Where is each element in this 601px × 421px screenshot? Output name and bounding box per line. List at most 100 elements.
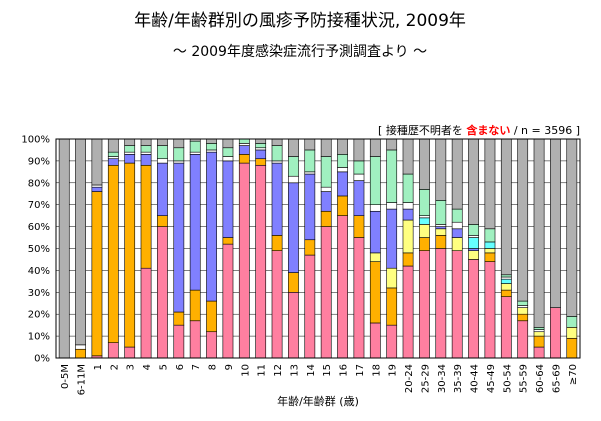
bar-segment (402, 208, 414, 221)
chart-subtitle: ～ 2009年度感染症流行予測調査より ～ (173, 43, 427, 60)
bar-stack (271, 138, 283, 359)
bar-segment (468, 224, 479, 236)
x-tick-label: 3 (126, 364, 137, 370)
bar-segment (124, 154, 136, 164)
x-tick-label: 18 (371, 364, 382, 377)
bar-stack (402, 138, 414, 359)
bar-segment (435, 200, 447, 225)
y-tick-label: 20% (28, 310, 50, 321)
bar-segment (157, 226, 168, 359)
bar-segment (173, 324, 185, 359)
x-tick-label: 7 (191, 364, 202, 370)
bar-segment (107, 164, 119, 343)
bar-stack (222, 138, 234, 359)
bar-segment (369, 322, 381, 359)
bar-stack (533, 138, 545, 359)
bar-segment (500, 274, 512, 278)
bar-segment (451, 138, 463, 210)
bar-segment (320, 186, 332, 192)
bar-segment (206, 300, 217, 333)
bar-stack (550, 138, 561, 359)
bar-stack (238, 138, 250, 359)
bar-segment (173, 138, 185, 149)
bar-segment (402, 252, 414, 267)
x-tick-label: 14 (306, 364, 317, 377)
bar-segment (157, 138, 168, 146)
bar-segment (386, 138, 398, 151)
bar-segment (402, 219, 414, 254)
bar-segment (238, 162, 250, 359)
bar-segment (369, 156, 381, 206)
bar-segment (304, 239, 316, 256)
bar-stack (500, 138, 512, 359)
bar-segment (124, 151, 136, 155)
bar-segment (386, 202, 398, 210)
bar-segment (353, 180, 365, 216)
bar-segment (271, 160, 283, 164)
y-tick-label: 80% (28, 178, 50, 189)
bar-segment (533, 327, 545, 330)
x-tick-label: 12 (273, 364, 284, 377)
bar-segment (386, 208, 398, 269)
bar-segment (124, 162, 136, 348)
bar-segment (58, 138, 70, 359)
bar-stack (107, 138, 119, 359)
bar-segment (288, 175, 299, 184)
bar-segment (566, 138, 578, 317)
bar-stack (386, 138, 398, 359)
x-tick-label: 0-5M (60, 364, 71, 389)
x-tick-label: 15 (322, 364, 333, 377)
bar-stack (451, 138, 463, 359)
bar-stack (255, 138, 267, 359)
x-tick-label: 45-49 (486, 364, 497, 393)
x-tick-label: 30-34 (437, 364, 448, 393)
x-tick-label: 4 (142, 364, 153, 370)
bar-segment (337, 215, 348, 359)
bar-stack (468, 138, 479, 359)
bar-segment (484, 252, 496, 262)
bar-segment (320, 191, 332, 212)
bar-segment (222, 160, 234, 238)
bar-segment (107, 342, 119, 359)
bar-segment (484, 248, 496, 254)
bar-segment (337, 195, 348, 216)
bar-segment (533, 329, 545, 333)
bar-segment (206, 143, 217, 151)
x-axis: 0-5M 6-11M 1 2 3 4 5 6 7 8 9 10 11 12 13 14 15 16 17 18 19 20… (60, 364, 579, 395)
bar-segment (369, 252, 381, 262)
bar-segment (91, 186, 103, 192)
bar-segment (500, 138, 512, 276)
bar-segment (517, 300, 529, 306)
x-tick-label: 6 (175, 364, 186, 370)
bar-segment (255, 158, 267, 166)
bar-segment (435, 235, 447, 249)
bar-stack (91, 138, 103, 359)
bar-segment (288, 272, 299, 293)
bar-segment (255, 147, 267, 151)
bar-segment (468, 248, 479, 251)
bar-segment (435, 226, 447, 230)
bar-segment (206, 331, 217, 359)
bar-segment (337, 138, 348, 155)
bar-stack (484, 138, 496, 359)
bar-stack (75, 138, 86, 359)
y-tick-label: 100% (21, 135, 50, 146)
bar-segment (369, 138, 381, 157)
y-tick-label: 30% (28, 288, 50, 299)
bar-segment (468, 138, 479, 225)
bar-stack (566, 138, 578, 359)
bar-segment (353, 138, 365, 162)
bar-segment (484, 261, 496, 359)
x-tick-label: 35-39 (453, 364, 464, 393)
bar-segment (140, 138, 152, 146)
bar-segment (369, 261, 381, 324)
bar-segment (173, 147, 185, 162)
bar-segment (91, 184, 103, 188)
bar-segment (304, 254, 316, 359)
bar-segment (419, 215, 430, 219)
bar-segment (320, 226, 332, 359)
bar-segment (255, 164, 267, 359)
bar-stack (124, 138, 136, 359)
bar-stack (58, 138, 70, 359)
x-tick-label: 9 (224, 364, 235, 370)
